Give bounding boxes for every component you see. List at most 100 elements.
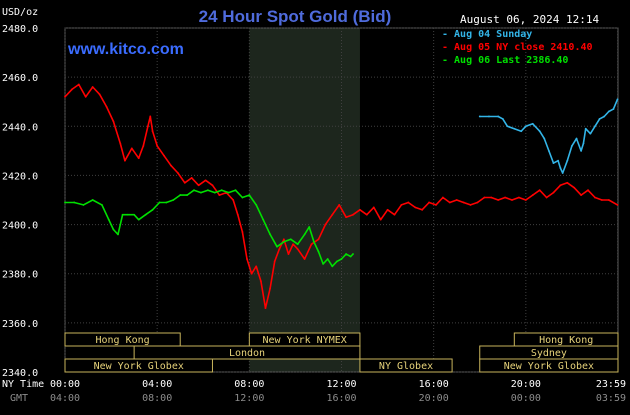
series-point-3 bbox=[227, 191, 230, 194]
series-point-1 bbox=[559, 167, 562, 169]
series-line-1 bbox=[479, 98, 619, 174]
series-point-2 bbox=[84, 95, 87, 98]
legend-entry: - Aug 04 Sunday bbox=[442, 29, 532, 40]
series-point-3 bbox=[335, 260, 338, 263]
series-point-3 bbox=[151, 208, 154, 211]
x-axis-primary-label: NY Time bbox=[2, 379, 44, 390]
series-point-1 bbox=[575, 137, 578, 140]
series-line-2 bbox=[64, 83, 618, 309]
series-point-2 bbox=[287, 253, 290, 255]
series-point-2 bbox=[352, 213, 354, 216]
series-point-2 bbox=[98, 93, 101, 96]
x-tick-gmt-label: 20:00 bbox=[419, 393, 449, 404]
series-point-1 bbox=[497, 115, 500, 118]
session-label: NY Globex bbox=[379, 361, 433, 372]
series-point-2 bbox=[91, 86, 94, 88]
x-tick-label: 16:00 bbox=[419, 379, 449, 390]
series-point-2 bbox=[518, 196, 520, 199]
series-point-2 bbox=[264, 307, 267, 310]
series-point-2 bbox=[151, 130, 154, 133]
series-point-2 bbox=[469, 204, 472, 206]
series-point-2 bbox=[163, 154, 165, 157]
x-tick-gmt-label: 00:00 bbox=[511, 393, 541, 404]
x-tick-label: 20:00 bbox=[511, 379, 541, 390]
legend-entry: - Aug 05 NY close 2410.40 bbox=[442, 42, 593, 53]
series-point-2 bbox=[497, 199, 500, 201]
series-point-3 bbox=[100, 204, 103, 206]
series-point-3 bbox=[345, 253, 348, 255]
series-point-3 bbox=[303, 233, 306, 236]
series-point-2 bbox=[421, 208, 424, 211]
series-point-2 bbox=[105, 105, 108, 108]
series-point-2 bbox=[292, 243, 295, 246]
series-point-3 bbox=[322, 262, 324, 265]
series-point-2 bbox=[112, 120, 115, 123]
y-tick-label: 2400.0 bbox=[2, 221, 38, 232]
series-point-2 bbox=[190, 176, 193, 179]
series-point-3 bbox=[82, 204, 85, 206]
x-tick-gmt-label: 08:00 bbox=[142, 393, 172, 404]
series-point-2 bbox=[580, 194, 583, 196]
series-point-3 bbox=[121, 213, 124, 216]
series-point-2 bbox=[594, 196, 596, 199]
y-tick-label: 2340.0 bbox=[2, 368, 38, 379]
series-point-2 bbox=[573, 186, 576, 189]
y-tick-label: 2360.0 bbox=[2, 319, 38, 330]
series-point-1 bbox=[506, 125, 509, 128]
series-point-1 bbox=[531, 122, 534, 125]
series-point-1 bbox=[538, 130, 541, 133]
series-point-2 bbox=[455, 199, 458, 201]
x-tick-gmt-label: 12:00 bbox=[234, 393, 264, 404]
series-point-2 bbox=[607, 199, 610, 201]
series-point-2 bbox=[156, 145, 159, 147]
series-point-3 bbox=[220, 189, 223, 192]
nymex-shaded-region bbox=[249, 28, 360, 372]
legend-entry: - Aug 06 Last 2386.40 bbox=[442, 55, 568, 66]
series-point-3 bbox=[296, 243, 299, 246]
y-tick-label: 2380.0 bbox=[2, 270, 38, 281]
session-label: New York Globex bbox=[94, 361, 184, 372]
session-box bbox=[359, 358, 453, 373]
series-point-2 bbox=[559, 184, 562, 187]
series-point-2 bbox=[170, 164, 172, 167]
session-label: Hong Kong bbox=[96, 335, 150, 346]
series-point-2 bbox=[218, 194, 221, 196]
series-point-2 bbox=[130, 147, 133, 150]
series-point-2 bbox=[250, 272, 253, 275]
series-point-2 bbox=[511, 199, 513, 201]
series-point-2 bbox=[119, 142, 122, 145]
y-tick-label: 2440.0 bbox=[2, 122, 38, 133]
series-point-1 bbox=[607, 110, 610, 113]
website-link[interactable]: www.kitco.com bbox=[67, 41, 184, 58]
series-point-3 bbox=[172, 199, 175, 201]
x-tick-gmt-label: 03:59 bbox=[596, 393, 626, 404]
series-point-2 bbox=[310, 243, 313, 246]
session-box bbox=[133, 345, 361, 360]
series-point-2 bbox=[538, 189, 541, 192]
series-point-1 bbox=[616, 98, 619, 101]
series-point-3 bbox=[126, 213, 129, 216]
series-point-2 bbox=[407, 201, 410, 204]
series-point-1 bbox=[478, 115, 481, 118]
series-point-1 bbox=[520, 130, 523, 133]
series-point-2 bbox=[259, 280, 262, 282]
series-point-2 bbox=[197, 184, 200, 187]
series-point-2 bbox=[587, 189, 589, 192]
y-axis-unit-label: USD/oz bbox=[2, 7, 38, 18]
series-point-3 bbox=[331, 265, 334, 268]
series-point-3 bbox=[112, 228, 115, 231]
x-tick-gmt-label: 04:00 bbox=[50, 393, 80, 404]
series-point-2 bbox=[545, 196, 548, 199]
series-point-3 bbox=[137, 218, 140, 221]
series-point-2 bbox=[183, 181, 186, 184]
series-point-3 bbox=[241, 196, 244, 199]
series-point-3 bbox=[262, 218, 265, 221]
series-point-2 bbox=[211, 184, 214, 187]
series-point-3 bbox=[213, 191, 216, 194]
series-point-1 bbox=[547, 149, 550, 152]
series-point-1 bbox=[582, 142, 585, 145]
series-point-1 bbox=[603, 115, 606, 118]
series-point-3 bbox=[282, 240, 285, 243]
series-point-2 bbox=[616, 204, 619, 206]
